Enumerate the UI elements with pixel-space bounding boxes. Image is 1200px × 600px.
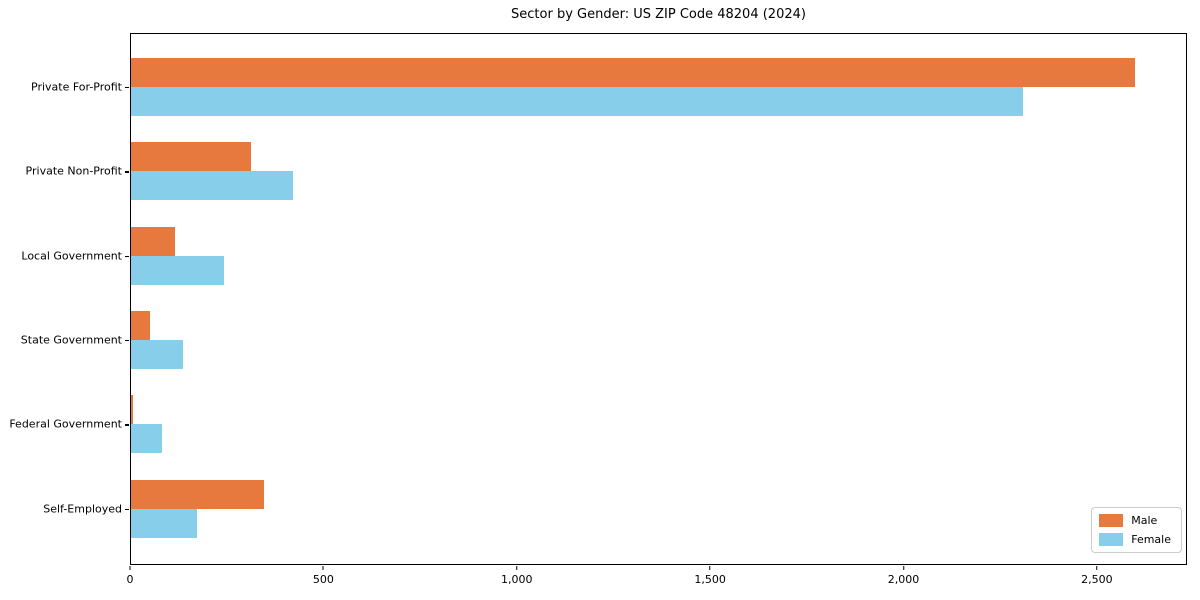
female-swatch-icon — [1099, 533, 1124, 546]
bar-female — [131, 171, 294, 201]
category-label: Local Government — [21, 249, 122, 263]
chart-title: Sector by Gender: US ZIP Code 48204 (202… — [511, 7, 806, 22]
y-tick-mark — [125, 87, 129, 89]
bar-female — [131, 508, 197, 538]
bar-group: Federal Government — [9, 382, 1186, 466]
legend-label-female: Female — [1131, 533, 1171, 546]
legend: Male Female — [1091, 507, 1182, 553]
bar-group: Private For-Profit — [31, 45, 1186, 129]
category-label: Private For-Profit — [31, 80, 122, 94]
legend-item-female: Female — [1099, 533, 1171, 546]
x-tick-label: 1,000 — [501, 573, 533, 586]
category-label: Self-Employed — [43, 502, 122, 516]
legend-item-male: Male — [1099, 514, 1171, 527]
y-tick-mark — [125, 171, 129, 173]
y-tick-mark — [125, 340, 129, 342]
x-tick: 500 — [313, 566, 334, 586]
bar-male — [131, 395, 133, 425]
bar-group: State Government — [21, 298, 1186, 382]
x-tick-label: 2,500 — [1081, 573, 1113, 586]
bar-female — [131, 340, 184, 370]
x-axis: 0 500 1,000 1,500 2,000 2,500 — [127, 566, 1187, 596]
bar-male — [131, 58, 1135, 88]
x-tick-mark — [322, 566, 324, 570]
bar-male — [131, 142, 251, 172]
x-tick-mark — [516, 566, 518, 570]
x-tick: 2,500 — [1081, 566, 1113, 586]
category-label: State Government — [20, 333, 122, 347]
x-tick: 2,000 — [887, 566, 920, 586]
y-tick-mark — [125, 508, 129, 510]
x-tick-mark — [903, 566, 904, 570]
bar-female — [131, 424, 162, 454]
bar-male — [131, 226, 176, 256]
bar-rows: Private For-Profit Private Non-Profit Loca… — [9, 34, 1186, 564]
x-tick: 1,000 — [501, 566, 533, 586]
x-tick-label: 2,000 — [887, 573, 920, 586]
bar-female — [131, 87, 1023, 117]
male-swatch-icon — [1099, 514, 1124, 527]
category-label: Federal Government — [9, 417, 122, 431]
x-tick-mark — [1096, 566, 1098, 570]
x-tick-label: 1,500 — [694, 573, 726, 586]
x-tick-mark — [709, 566, 711, 570]
category-label: Private Non-Profit — [25, 164, 122, 178]
x-tick: 1,500 — [694, 566, 726, 586]
bar-male — [131, 479, 265, 509]
x-tick: 0 — [127, 566, 134, 586]
plot-area: Private For-Profit Private Non-Profit Loca… — [9, 33, 1187, 565]
bar-group: Private Non-Profit — [26, 129, 1186, 213]
bar-group: Self-Employed — [43, 467, 1186, 551]
bar-group: Local Government — [21, 214, 1186, 298]
y-tick-mark — [125, 255, 129, 257]
x-tick-label: 0 — [126, 573, 134, 586]
bar-female — [131, 255, 224, 285]
legend-label-male: Male — [1131, 514, 1158, 527]
x-tick-mark — [129, 566, 131, 570]
y-tick-mark — [125, 424, 129, 426]
bar-male — [131, 311, 151, 341]
x-tick-label: 500 — [312, 573, 334, 586]
